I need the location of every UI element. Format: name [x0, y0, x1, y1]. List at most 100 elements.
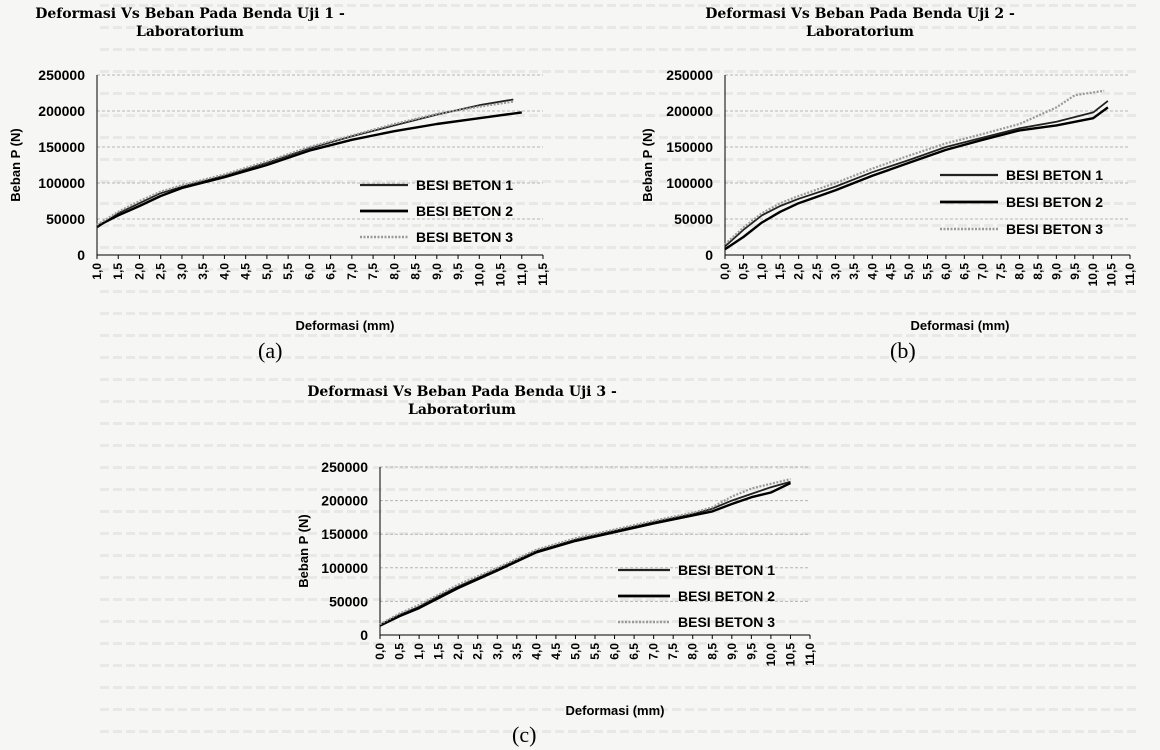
x-axis-label: Deformasi (mm): [911, 318, 1010, 333]
background-scan-line: [100, 4, 1140, 7]
legend-label: BESI BETON 1: [1006, 167, 1103, 183]
legend-label: BESI BETON 3: [1006, 221, 1103, 237]
x-tick-label: 6,5: [627, 643, 641, 660]
x-tick-label: 8,5: [1031, 263, 1045, 280]
chart-title-line: Deformasi Vs Beban Pada Benda Uji 1 -: [35, 6, 345, 22]
x-tick-label: 10,0: [764, 643, 778, 667]
x-axis-label: Deformasi (mm): [296, 318, 395, 333]
y-tick-label: 50000: [329, 593, 368, 609]
y-tick-label: 150000: [321, 526, 368, 542]
chart-title-line: Laboratorium: [136, 24, 244, 40]
y-tick-label: 0: [77, 247, 85, 263]
background-scan-line: [100, 26, 1140, 29]
background-scan-line: [100, 180, 1140, 183]
legend-label: BESI BETON 3: [416, 229, 513, 245]
x-tick-label: 1,0: [755, 263, 769, 280]
y-tick-label: 200000: [321, 493, 368, 509]
y-tick-label: 250000: [666, 67, 713, 83]
background-scan-line: [100, 356, 1140, 359]
background-scan-line: [100, 48, 1140, 51]
x-tick-label: 9,0: [725, 643, 739, 660]
background-scan-line: [100, 554, 1140, 557]
x-tick-label: 1,0: [90, 263, 104, 280]
x-tick-label: 2,5: [471, 643, 485, 660]
x-tick-label: 2,5: [810, 263, 824, 280]
background-scan-line: [100, 642, 1140, 645]
chart-panel-c: Deformasi Vs Beban Pada Benda Uji 3 - Lab…: [240, 370, 830, 725]
background-scan-line: [100, 202, 1140, 205]
background-scan-line: [100, 708, 1140, 711]
y-tick-label: 50000: [674, 211, 713, 227]
x-tick-label: 4,0: [865, 263, 879, 280]
x-tick-label: 0,5: [736, 263, 750, 280]
y-tick-label: 200000: [38, 103, 85, 119]
x-tick-label: 5,0: [902, 263, 916, 280]
x-tick-label: 4,5: [239, 263, 253, 280]
background-scan-line: [100, 158, 1140, 161]
x-tick-label: 6,5: [957, 263, 971, 280]
x-tick-label: 8,5: [409, 263, 423, 280]
x-tick-label: 2,0: [451, 643, 465, 660]
background-scan-line: [100, 400, 1140, 403]
chart-title-line: Laboratorium: [408, 402, 516, 418]
x-tick-label: 5,0: [568, 643, 582, 660]
x-tick-label: 7,5: [666, 643, 680, 660]
y-tick-label: 100000: [666, 175, 713, 191]
x-tick-label: 8,0: [387, 263, 401, 280]
series-line-3: [96, 100, 514, 226]
series-line-2: [379, 482, 792, 627]
chart-c: Deformasi Vs Beban Pada Benda Uji 3 - Lab…: [296, 384, 817, 718]
background-scan-line: [100, 686, 1140, 689]
x-tick-label: 9,5: [1068, 263, 1082, 280]
x-tick-label: 6,0: [939, 263, 953, 280]
x-tick-label: 3,0: [490, 643, 504, 660]
y-tick-label: 0: [705, 247, 713, 263]
x-tick-label: 7,5: [994, 263, 1008, 280]
legend-label: BESI BETON 3: [678, 614, 775, 630]
y-tick-label: 150000: [666, 139, 713, 155]
x-tick-label: 9,5: [744, 643, 758, 660]
x-tick-label: 10,5: [494, 263, 508, 287]
x-tick-label: 6,5: [324, 263, 338, 280]
background-scan-line: [100, 378, 1140, 381]
legend-label: BESI BETON 2: [1006, 194, 1103, 210]
x-tick-label: 10,0: [472, 263, 486, 287]
series-line-3: [724, 89, 1105, 246]
x-tick-label: 0,0: [373, 643, 387, 660]
x-tick-label: 4,0: [217, 263, 231, 280]
background-scan-line: [100, 664, 1140, 667]
background-scan-line: [100, 598, 1140, 601]
x-tick-label: 9,0: [430, 263, 444, 280]
x-tick-label: 8,5: [705, 643, 719, 660]
x-tick-label: 5,5: [588, 643, 602, 660]
x-tick-label: 2,5: [154, 263, 168, 280]
x-tick-label: 7,0: [647, 643, 661, 660]
y-tick-label: 100000: [38, 175, 85, 191]
background-scan-line: [100, 444, 1140, 447]
x-tick-label: 8,0: [686, 643, 700, 660]
x-tick-label: 1,5: [111, 263, 125, 280]
background-scan-line: [100, 532, 1140, 535]
y-axis-label: Beban P (N): [8, 128, 23, 201]
background-scan-line: [100, 422, 1140, 425]
x-tick-label: 1,5: [773, 263, 787, 280]
caption-b: (b): [890, 338, 916, 363]
background-scan-line: [100, 488, 1140, 491]
y-tick-label: 250000: [321, 459, 368, 475]
x-tick-label: 11,0: [1123, 263, 1137, 286]
x-tick-label: 3,0: [828, 263, 842, 280]
background-scan-line: [100, 290, 1140, 293]
x-tick-label: 4,0: [529, 643, 543, 660]
background-scan-line: [100, 224, 1140, 227]
background-scan-line: [100, 334, 1140, 337]
background-scan-line: [100, 510, 1140, 513]
legend-label: BESI BETON 2: [416, 203, 513, 219]
x-tick-label: 10,5: [1105, 263, 1119, 287]
chart-a: Deformasi Vs Beban Pada Benda Uji 1 - Lab…: [8, 6, 550, 333]
x-tick-label: 7,5: [366, 263, 380, 280]
background-scan-line: [100, 70, 1140, 73]
y-axis-label: Beban P (N): [296, 514, 311, 587]
background-scan-line: [100, 92, 1140, 95]
x-tick-label: 0,0: [718, 263, 732, 280]
